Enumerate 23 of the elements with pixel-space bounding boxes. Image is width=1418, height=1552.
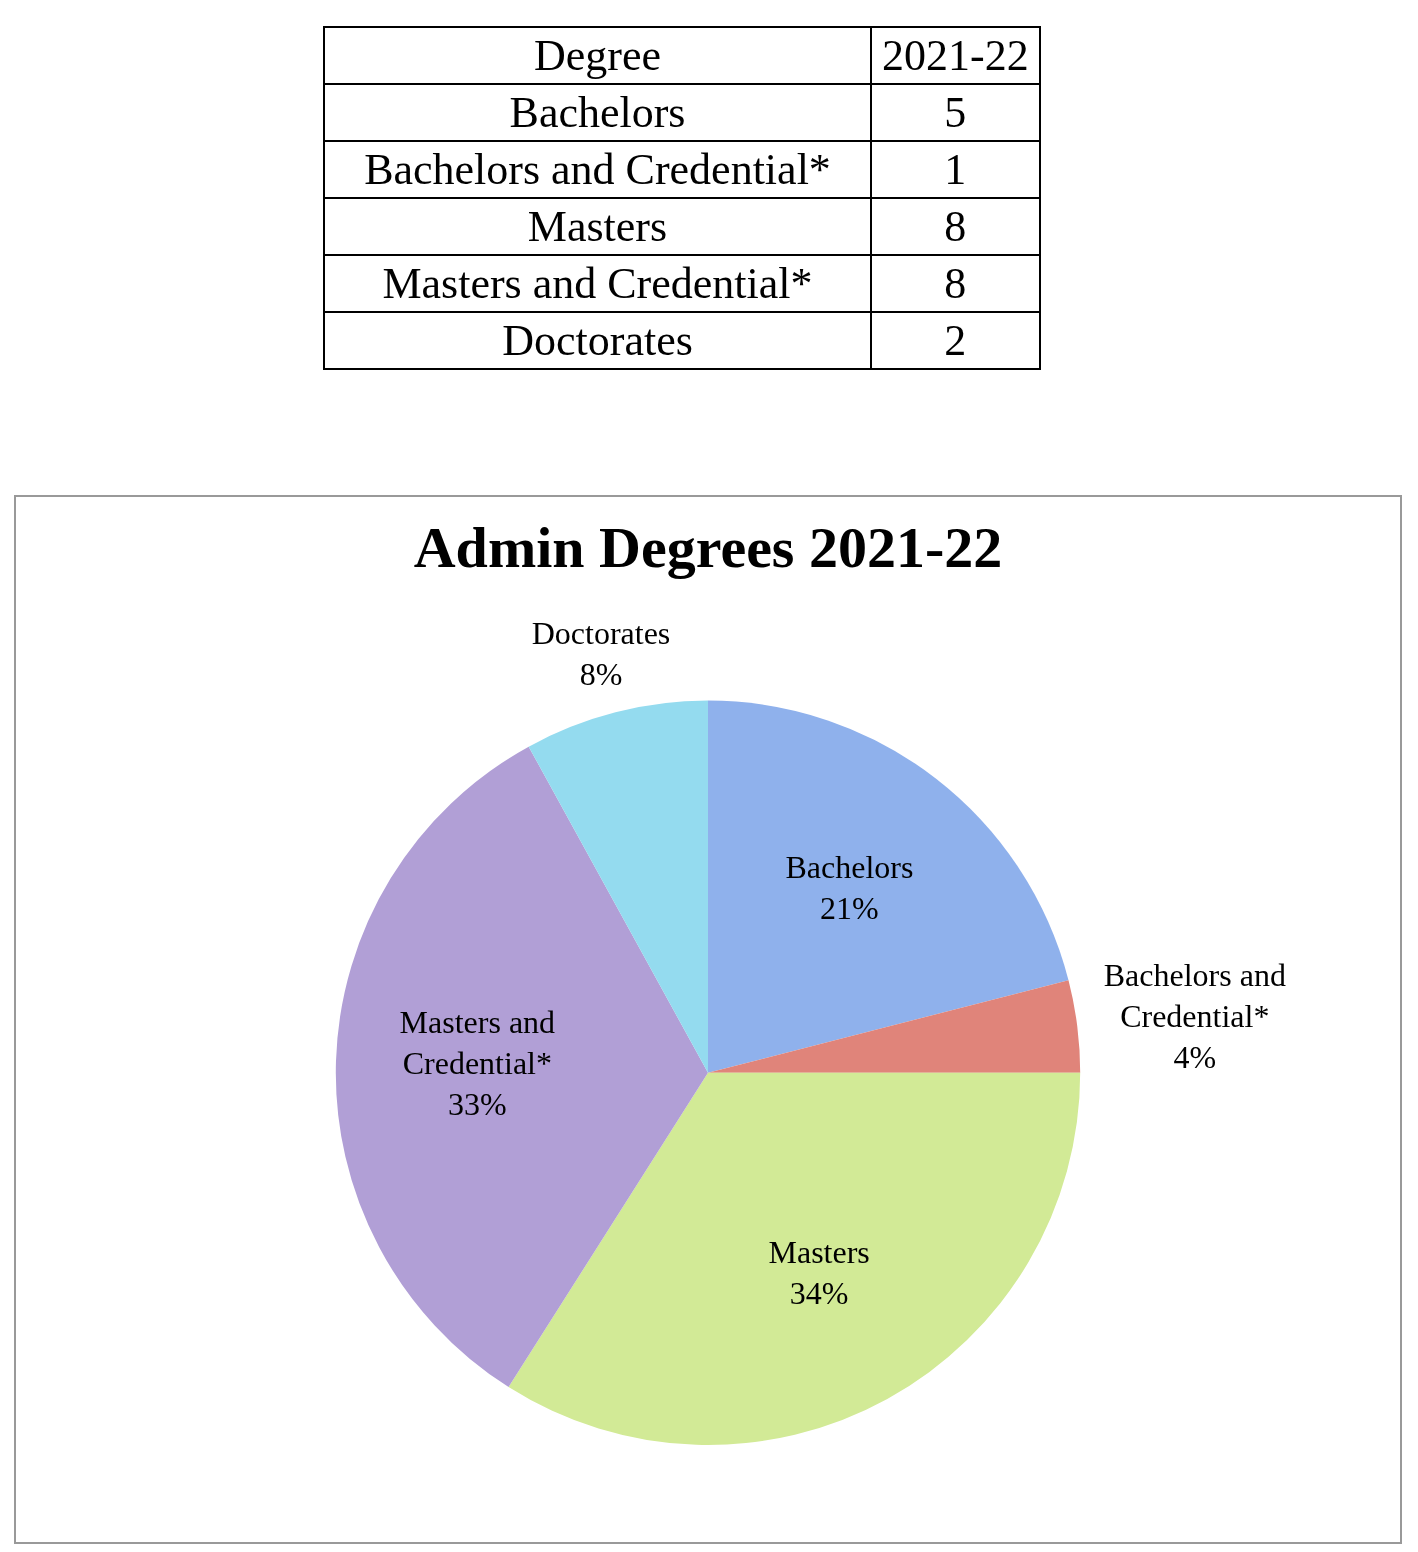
category-label: Masters	[324, 198, 871, 255]
data-label: 8	[871, 255, 1040, 312]
category-label: Masters and Credential*	[324, 255, 871, 312]
data-label: 1	[871, 141, 1040, 198]
data-label: 8	[871, 198, 1040, 255]
slice-label: Masters and Credential*	[399, 1003, 556, 1081]
data-label: 8%	[579, 656, 623, 693]
data-label: 33%	[448, 1085, 507, 1122]
slice-label: Bachelors and Credential*	[1103, 957, 1286, 1035]
text: Degree	[324, 27, 871, 84]
chart-title: Admin Degrees 2021-22	[413, 514, 1003, 580]
data-label: 4%	[1173, 1039, 1217, 1076]
text: 2021-22	[871, 27, 1040, 84]
data-label: 5	[871, 84, 1040, 141]
category-label: Bachelors and Credential*	[324, 141, 871, 198]
slice-label: Masters	[768, 1233, 870, 1270]
data-label: 2	[871, 312, 1040, 369]
slice-label: Doctorates	[531, 615, 671, 652]
slice-label: Bachelors	[785, 849, 914, 886]
data-label: 34%	[789, 1274, 849, 1311]
category-label: Doctorates	[324, 312, 871, 369]
data-label: 21%	[820, 890, 879, 927]
category-label: Bachelors	[324, 84, 871, 141]
